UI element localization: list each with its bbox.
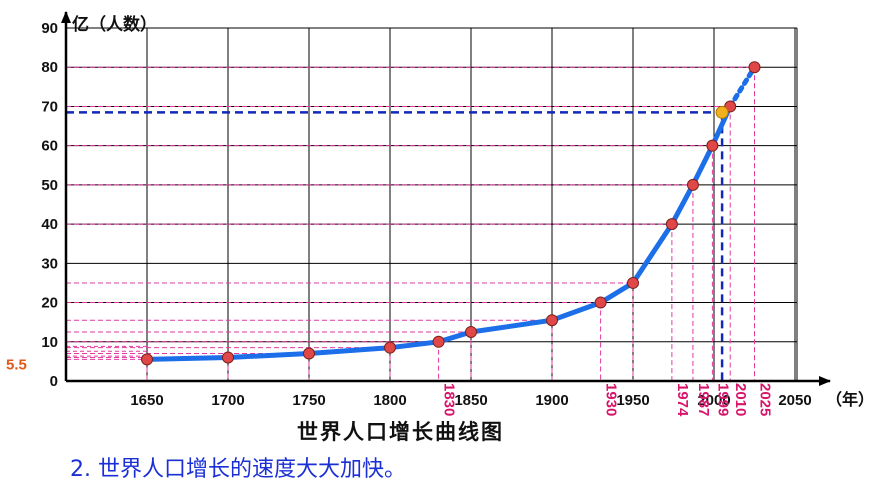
y-tick-label: 20 [41, 295, 58, 312]
x-tick-label: 1650 [130, 392, 163, 409]
x-tick-label: 2050 [778, 392, 811, 409]
x-tick-label: 1950 [616, 392, 649, 409]
data-point [594, 296, 607, 309]
year-label-rotated: 1830 [441, 383, 458, 416]
data-point [222, 351, 234, 364]
data-point [303, 347, 315, 360]
highlight-point [715, 105, 729, 119]
data-point [627, 276, 639, 289]
chart-title: 世界人口增长曲线图 [297, 419, 504, 444]
data-point [432, 335, 445, 348]
year-label-rotated: 2025 [757, 383, 774, 416]
x-tick-label: 1900 [535, 392, 568, 409]
y-tick-label: 30 [41, 255, 58, 272]
x-tick-label: 1700 [211, 392, 244, 409]
year-label-rotated: 1930 [603, 383, 620, 416]
y-tick-label: 80 [41, 59, 58, 76]
year-label-rotated: 1987 [695, 383, 712, 416]
data-point [686, 178, 699, 191]
y-tick-label: 70 [41, 98, 58, 115]
year-label-rotated: 1974 [674, 383, 691, 417]
y-tick-label: 40 [41, 216, 58, 233]
x-tick-label: 1750 [292, 392, 325, 409]
population-line [144, 103, 733, 362]
population-line-projected [727, 64, 757, 109]
y-tick-label: 60 [41, 138, 58, 155]
data-point [748, 61, 761, 74]
y-tick-label: 0 [50, 373, 58, 390]
y-axis-label: 亿（人数） [72, 14, 157, 35]
data-point [706, 139, 719, 152]
y-highlight-label: 5.5 [6, 356, 27, 373]
y-tick-label: 90 [41, 20, 58, 37]
data-point [546, 314, 558, 327]
year-label-rotated: 1999 [714, 383, 731, 416]
x-tick-label: 1800 [373, 392, 406, 409]
x-tick-label: 2000 [697, 392, 730, 409]
data-point [141, 353, 153, 366]
data-point [465, 325, 477, 338]
y-tick-label: 50 [41, 177, 58, 194]
x-tick-label: 1850 [454, 392, 487, 409]
year-label-rotated: 2010 [732, 383, 749, 416]
x-axis-label: （年） [826, 390, 870, 409]
data-point [665, 218, 678, 231]
y-tick-label: 10 [41, 334, 58, 351]
data-point [384, 341, 396, 354]
caption-text: 2. 世界人口增长的速度大大加快。 [70, 457, 406, 482]
